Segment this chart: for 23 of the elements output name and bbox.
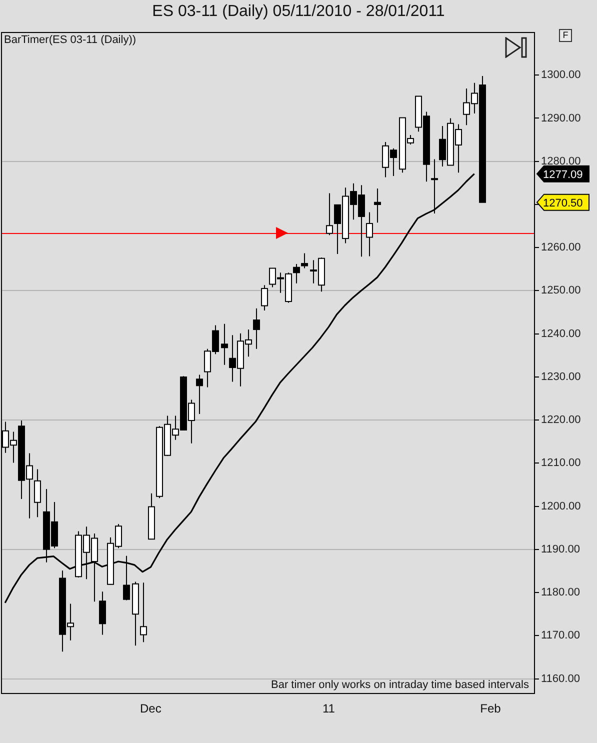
y-tick-label: 1220.00 — [541, 414, 581, 426]
chart-title: ES 03-11 (Daily) 05/11/2010 - 28/01/2011 — [151, 3, 446, 21]
y-tick-label: 1240.00 — [541, 328, 581, 340]
x-tick-label: Dec — [140, 702, 162, 716]
y-tick-label: 1280.00 — [541, 155, 581, 168]
text: 1277.09 — [543, 168, 583, 181]
text: 1270.50 — [543, 197, 583, 210]
y-tick-label: 1250.00 — [541, 284, 581, 297]
y-tick-label: 1230.00 — [541, 370, 581, 383]
y-tick-label: 1190.00 — [541, 543, 580, 556]
y-tick-label: 1170.00 — [541, 630, 580, 642]
letter-box-icon: F — [559, 29, 572, 42]
y-tick-label: 1210.00 — [541, 457, 581, 470]
annotation: BarTimer(ES 03-11 (Daily)) — [4, 34, 136, 46]
y-tick-label: 1200.00 — [541, 500, 581, 512]
x-tick-label: 11 — [322, 702, 336, 716]
x-tick-label: Feb — [480, 702, 502, 716]
y-tick-label: 1180.00 — [541, 586, 580, 599]
annotation: Bar timer only works on intraday time based intervals — [271, 679, 529, 691]
y-tick-label: 1160.00 — [541, 672, 580, 685]
y-tick-label: 1300.00 — [541, 69, 581, 82]
y-tick-label: 1260.00 — [541, 242, 581, 254]
y-tick-label: 1290.00 — [541, 112, 581, 124]
